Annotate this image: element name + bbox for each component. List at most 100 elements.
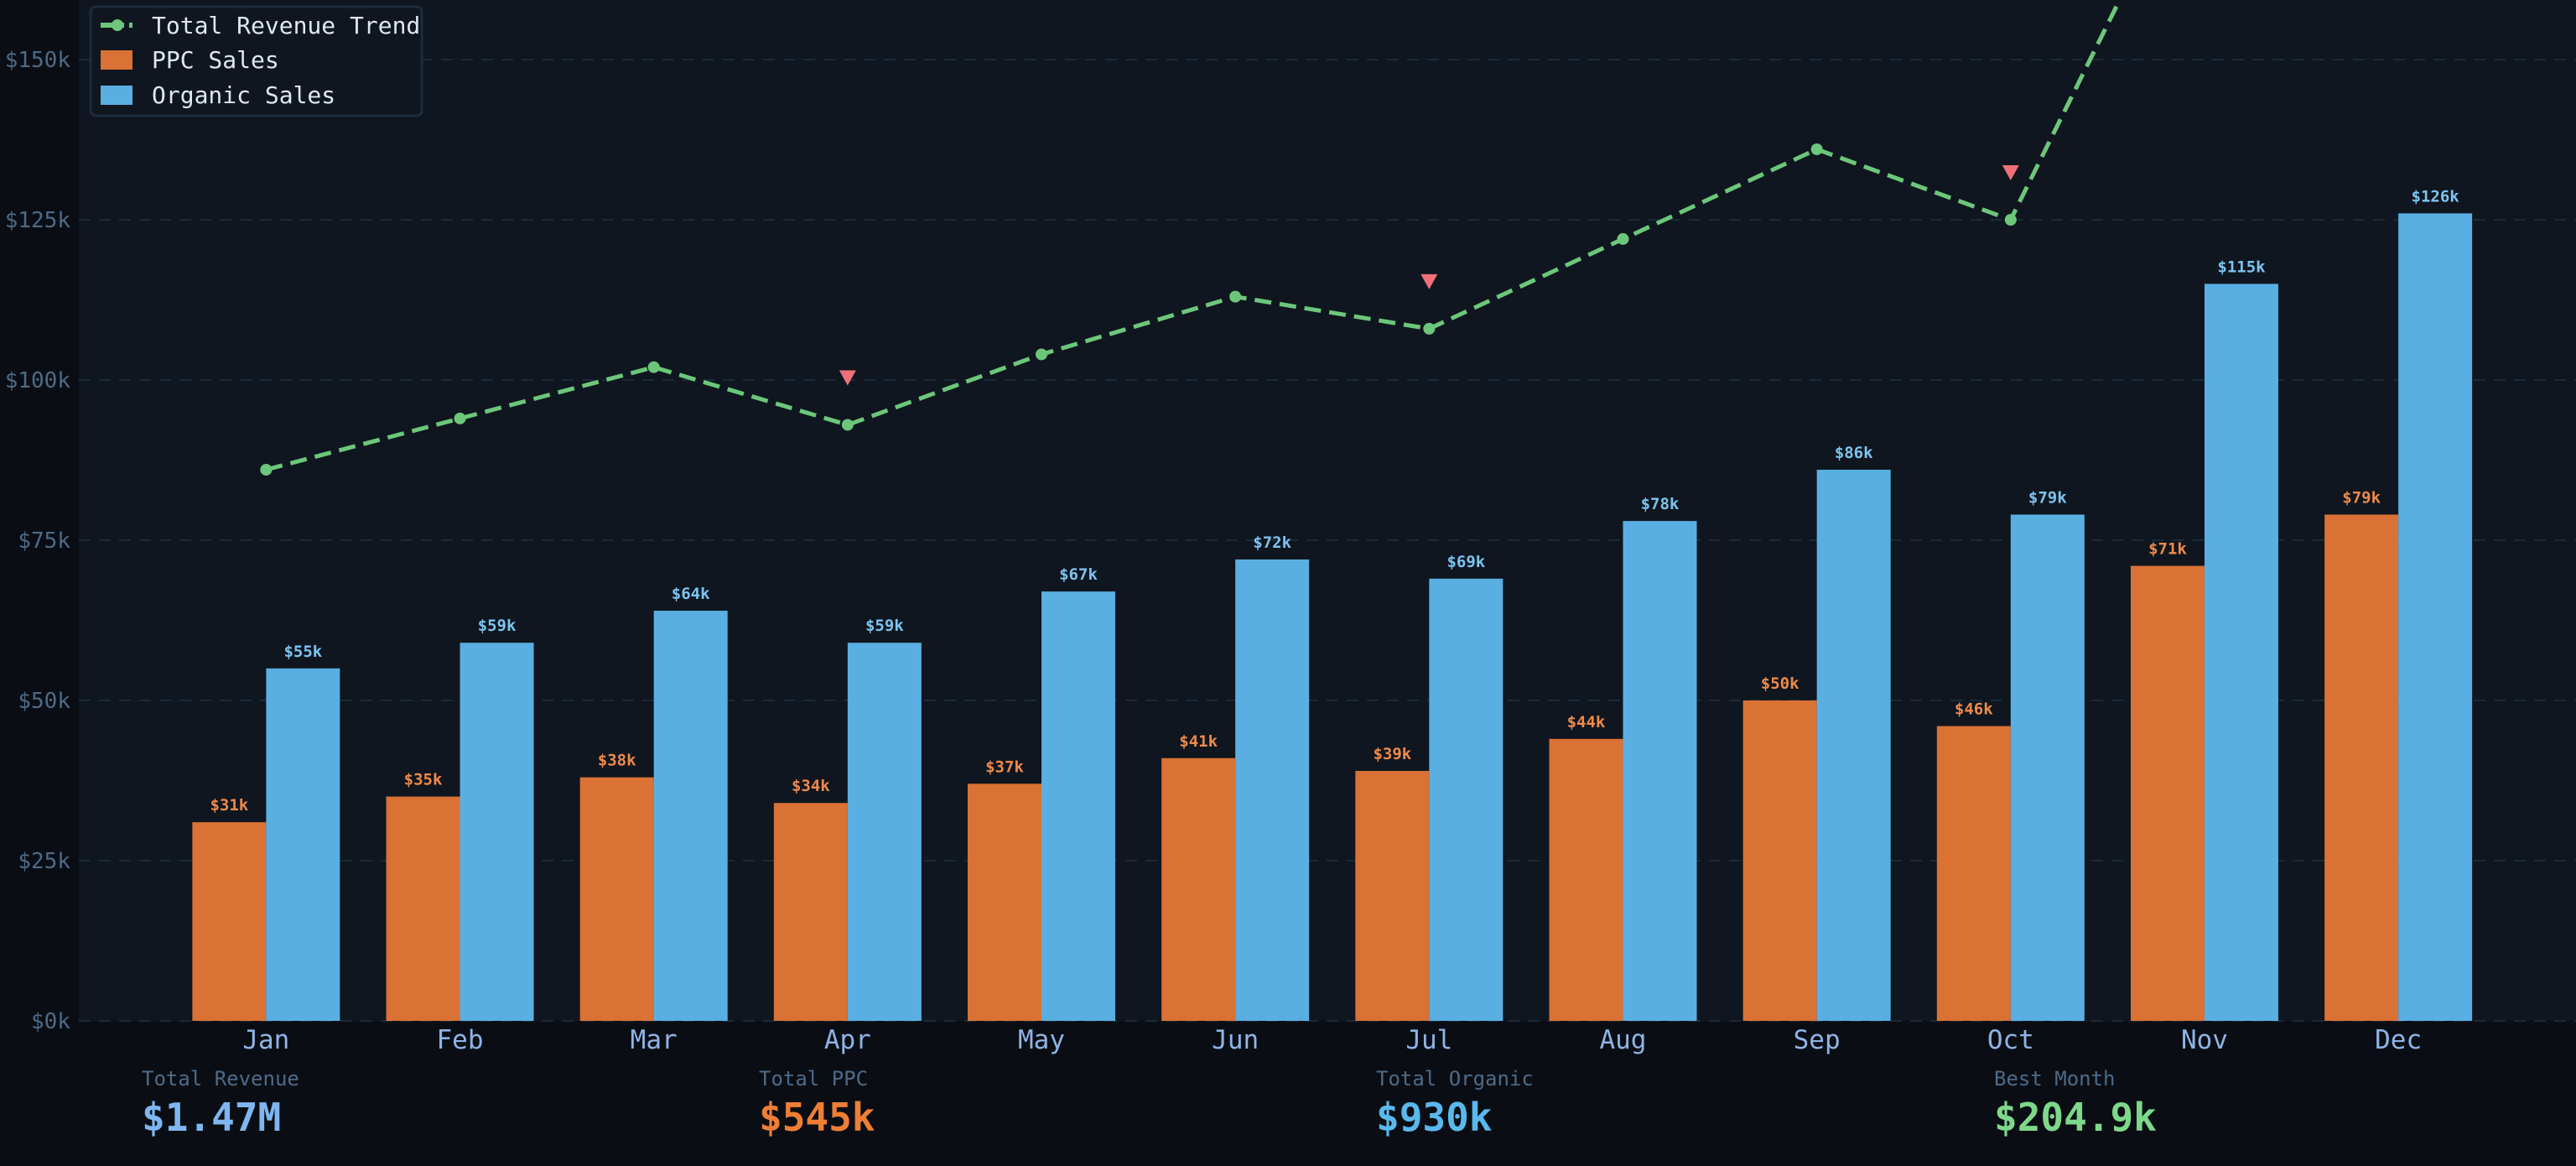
trend-point [1810,143,1823,155]
stat-best-month: Best Month $204.9k [1994,1067,2157,1140]
y-tick-label: $0k [31,1009,70,1034]
y-tick-label: $75k [18,528,70,554]
stat-label: Best Month [1994,1067,2116,1091]
stat-value: $930k [1376,1095,1492,1140]
stat-value: $1.47M [142,1095,281,1140]
month-label: May [1018,1025,1065,1055]
decline-triangle-icon [1420,273,1438,289]
bar-organic [653,611,728,1021]
bar-organic [2204,284,2278,1021]
bar-label-organic: $79k [2028,488,2067,507]
y-tick-label: $50k [18,689,70,714]
bar-label-ppc: $39k [1373,745,1411,763]
bar-label-organic: $115k [2217,258,2266,276]
bar-organic [1816,469,1891,1021]
stat-label: Total Organic [1376,1067,1534,1091]
bar-ppc [1161,757,1236,1021]
month-label: Feb [437,1025,484,1055]
month-label: Jan [242,1025,289,1055]
bar-ppc [2130,565,2205,1021]
trend-point [841,419,854,431]
bar-label-ppc: $38k [598,752,636,770]
bar-ppc [773,803,848,1021]
month-label: Apr [824,1025,871,1055]
bar-label-organic: $78k [1641,495,1680,513]
legend-organic-swatch [101,86,132,105]
bar-organic [2398,213,2473,1022]
month-label: Nov [2181,1025,2228,1055]
bar-organic [847,643,922,1021]
legend-ppc-swatch [101,50,132,70]
legend-item-ppc[interactable]: PPC Sales [101,46,279,74]
stat-value: $204.9k [1994,1095,2157,1140]
y-axis-ticks: $0k $25k $50k $75k $100k $125k $150k [5,48,71,1034]
bar-ppc [192,822,267,1021]
y-tick-label: $100k [5,368,71,393]
bar-organic [460,643,534,1021]
bar-organic [2010,514,2085,1021]
decline-markers [839,165,2019,386]
x-axis-labels: Jan Feb Mar Apr May Jun Jul Aug Sep Oct Nov Dec [242,1025,2422,1055]
bar-label-organic: $59k [478,617,517,635]
bar-label-ppc: $34k [792,777,830,795]
trend-point [1229,290,1242,303]
month-label: Oct [1987,1025,2034,1055]
legend-item-organic[interactable]: Organic Sales [101,81,335,109]
bar-label-ppc: $44k [1567,713,1606,731]
month-label: Aug [1599,1025,1646,1055]
bar-organic [266,668,340,1021]
bar-ppc [1549,738,1623,1021]
bars [192,213,2473,1022]
bar-label-organic: $67k [1059,565,1098,584]
stat-total-organic: Total Organic $930k [1376,1067,1534,1140]
month-label: Jul [1405,1025,1452,1055]
stat-total-revenue: Total Revenue $1.47M [142,1067,299,1140]
stats-row: Total Revenue $1.47M Total PPC $545k Tot… [142,1067,2157,1140]
legend-label-organic: Organic Sales [152,81,335,109]
bar-label-ppc: $37k [985,757,1024,776]
bar-label-organic: $69k [1446,553,1485,571]
month-label: Mar [631,1025,678,1055]
bar-labels: $31k $55k $35k $59k $38k $64k $34k $59k $37k $67k… [210,187,2459,815]
stat-label: Total Revenue [142,1067,299,1091]
month-label: Jun [1212,1025,1259,1055]
legend-label-ppc: PPC Sales [152,46,279,74]
month-label: Dec [2375,1025,2422,1055]
bar-label-ppc: $41k [1179,732,1218,751]
trend-line [260,0,2122,476]
bar-label-ppc: $31k [210,796,248,815]
bar-organic [1235,559,1310,1021]
bar-label-ppc: $35k [404,771,443,789]
bar-label-ppc: $71k [2148,540,2187,559]
bar-label-organic: $55k [283,643,322,661]
month-label: Sep [1794,1025,1841,1055]
bar-label-ppc: $46k [1955,700,1993,719]
decline-triangle-icon [839,370,856,386]
trend-point [647,361,660,373]
bar-ppc [579,777,654,1021]
bar-ppc [968,783,1042,1021]
bar-organic [1623,521,1697,1021]
stat-value: $545k [759,1095,875,1140]
y-tick-label: $150k [5,48,71,73]
trend-point [1423,322,1436,335]
trend-point [260,463,273,476]
legend-item-trend[interactable]: Total Revenue Trend [101,12,420,39]
bar-ppc [1355,771,1430,1021]
bar-label-organic: $64k [672,585,710,603]
decline-triangle-icon [2002,165,2019,180]
bar-label-organic: $86k [1835,444,1873,462]
bar-label-ppc: $50k [1761,674,1800,693]
trend-line-path [265,0,2122,472]
bar-ppc [1742,700,1817,1021]
bar-label-organic: $59k [865,617,904,635]
trend-point [1036,348,1048,361]
stat-label: Total PPC [759,1067,868,1091]
trend-point [2004,214,2017,226]
bar-label-organic: $126k [2412,187,2460,206]
legend: Total Revenue Trend PPC Sales Organic Sa… [89,5,423,117]
bar-label-ppc: $79k [2342,488,2381,507]
bar-label-organic: $72k [1253,534,1291,552]
bar-organic [1041,591,1116,1021]
bar-ppc [386,796,460,1021]
